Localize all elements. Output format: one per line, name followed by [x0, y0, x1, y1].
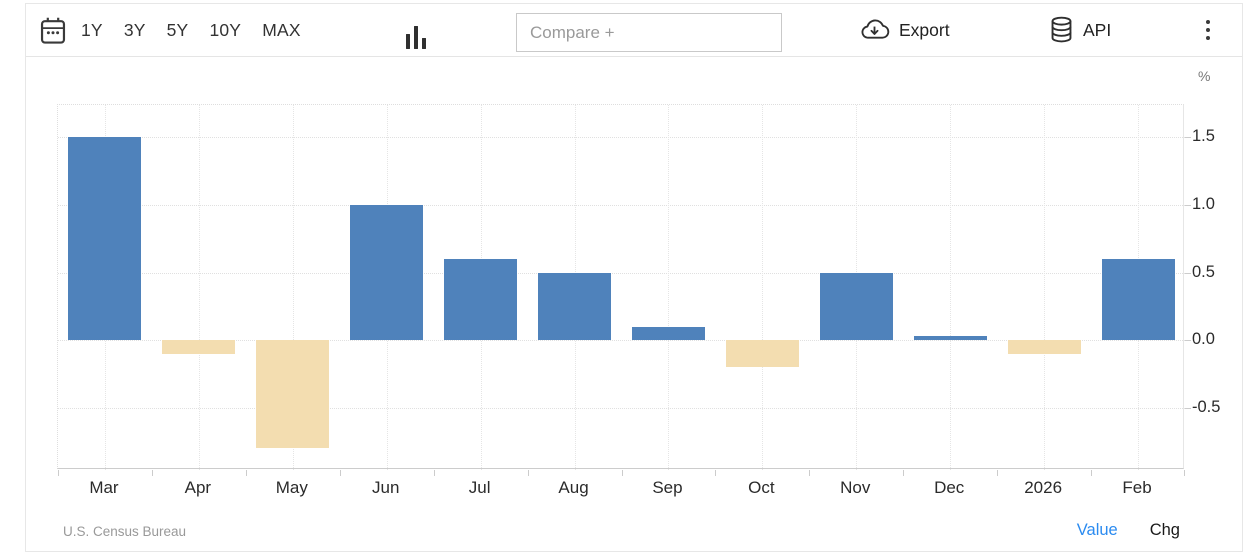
- api-label: API: [1083, 19, 1112, 40]
- range-buttons: 1Y 3Y 5Y 10Y MAX: [81, 4, 301, 56]
- axis-tick: [58, 470, 59, 476]
- axis-tick: [433, 470, 435, 476]
- axis-tick: [903, 470, 905, 476]
- bar-nov[interactable]: [819, 272, 893, 341]
- bar-may[interactable]: [256, 340, 330, 449]
- y-axis-label: 1.0: [1192, 195, 1215, 214]
- gridline: [950, 105, 952, 470]
- range-10y[interactable]: 10Y: [209, 19, 242, 40]
- bar-apr[interactable]: [162, 340, 236, 354]
- bar-sep[interactable]: [631, 326, 705, 341]
- axis-tick: [245, 470, 247, 476]
- bar-feb[interactable]: [1101, 259, 1175, 341]
- y-axis-label: 0.0: [1192, 330, 1215, 349]
- bar-oct[interactable]: [725, 340, 799, 368]
- bar-mar[interactable]: [68, 137, 142, 341]
- toolbar: 1Y 3Y 5Y 10Y MAX Export: [26, 4, 1242, 57]
- axis-tick: [1185, 340, 1191, 342]
- x-axis-label: Sep: [652, 478, 683, 497]
- bar-jul[interactable]: [444, 259, 518, 341]
- x-axis-label: Jul: [468, 478, 491, 497]
- gridline: [198, 105, 200, 470]
- x-axis-label: Nov: [840, 478, 871, 497]
- bar-chart-icon[interactable]: [406, 24, 430, 49]
- axis-tick: [1185, 137, 1191, 139]
- axis-tick: [1185, 407, 1191, 409]
- axis-tick: [997, 470, 999, 476]
- axis-tick: [1184, 470, 1185, 476]
- axis-tick: [1185, 205, 1191, 207]
- gridline: [1044, 105, 1046, 470]
- axis-tick: [1091, 470, 1093, 476]
- bar-aug[interactable]: [538, 272, 612, 341]
- axis-tick: [621, 470, 623, 476]
- gridline: [292, 105, 294, 470]
- plot-area: [57, 104, 1191, 476]
- x-axis-label: 2026: [1024, 478, 1063, 497]
- axis-tick: [151, 470, 153, 476]
- x-axis-label: Feb: [1122, 478, 1152, 497]
- export-label: Export: [899, 19, 950, 40]
- source-attribution: U.S. Census Bureau: [63, 524, 187, 539]
- y-axis-unit: %: [1198, 68, 1211, 84]
- x-axis-label: Jun: [371, 478, 400, 497]
- x-axis-label: May: [275, 478, 308, 497]
- gridline: [762, 105, 764, 470]
- y-axis-label: 0.5: [1192, 262, 1215, 281]
- x-axis-label: Mar: [89, 478, 119, 497]
- kebab-menu-icon[interactable]: [1198, 4, 1218, 56]
- chart-widget: 1Y 3Y 5Y 10Y MAX Export: [25, 3, 1243, 552]
- bar-2026[interactable]: [1007, 340, 1081, 354]
- export-button[interactable]: Export: [859, 4, 950, 56]
- gridline: [58, 340, 1185, 342]
- gridline: [58, 407, 1185, 409]
- axis-tick: [809, 470, 811, 476]
- range-5y[interactable]: 5Y: [166, 19, 189, 40]
- chg-toggle[interactable]: Chg: [1149, 521, 1180, 539]
- value-toggle[interactable]: Value: [1076, 521, 1118, 539]
- compare-input[interactable]: [516, 13, 782, 52]
- bar-jun[interactable]: [350, 205, 424, 341]
- axis-tick: [527, 470, 529, 476]
- axis-tick: [339, 470, 341, 476]
- gridline: [668, 105, 670, 470]
- range-max[interactable]: MAX: [262, 19, 301, 40]
- x-axis-label: Dec: [934, 478, 965, 497]
- x-axis-label: Oct: [748, 478, 775, 497]
- x-axis-label: Apr: [184, 478, 212, 497]
- database-icon: [1049, 16, 1074, 44]
- gridline: [58, 137, 1185, 139]
- axis-tick: [715, 470, 717, 476]
- api-button[interactable]: API: [1049, 4, 1111, 56]
- x-axis-label: Aug: [558, 478, 589, 497]
- range-1y[interactable]: 1Y: [81, 19, 103, 40]
- range-3y[interactable]: 3Y: [123, 19, 146, 40]
- y-axis-label: 1.5: [1192, 127, 1215, 146]
- gridline: [58, 205, 1185, 207]
- y-axis-label: -0.5: [1192, 397, 1221, 416]
- gridline: [58, 272, 1185, 274]
- axis-tick: [1185, 272, 1191, 274]
- cloud-download-icon: [859, 18, 890, 42]
- series-toggle: Value Chg: [1077, 521, 1180, 540]
- bar-dec[interactable]: [913, 336, 987, 341]
- calendar-icon[interactable]: [39, 16, 67, 46]
